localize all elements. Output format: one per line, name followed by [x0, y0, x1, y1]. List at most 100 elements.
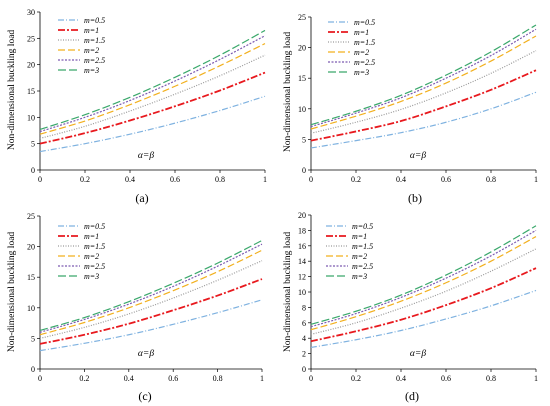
y-tick-label: 0: [302, 166, 306, 175]
series-line-m-2-5: [310, 229, 537, 328]
y-tick-label: 8: [302, 303, 306, 312]
panel-a: 0 5 10 15 20 25 30 0 0.2 0.4 0.6 0.8 1 Non-dimensiona…: [7, 8, 267, 184]
y-axis-label: Non-dimensional buckling load: [283, 232, 293, 353]
series-line-m-3: [310, 24, 537, 126]
y-tick-label: 18: [298, 226, 306, 235]
y-tick-label: 6: [302, 319, 306, 328]
series-line-m-2: [39, 43, 266, 135]
panel-c: 0 5 10 15 20 25 0 0.2 0.4 0.6 0.8 1 Non-dimensional …: [7, 212, 264, 383]
x-axis-label: α=β: [410, 151, 426, 161]
series-line-m-0-5: [310, 91, 537, 149]
series-line-m-1: [39, 278, 263, 345]
x-tick-label: 0.4: [124, 374, 134, 383]
panel-b: 0 5 10 15 20 25 0 0.2 0.4 0.6 0.8 1 Non-dimensional …: [283, 13, 538, 184]
x-tick-label: 0: [309, 175, 313, 184]
x-tick-label: 0.6: [170, 175, 180, 184]
legend-label: m=1.5: [352, 242, 373, 251]
x-tick-label: 0.2: [351, 175, 361, 184]
x-tick-label: 1: [263, 175, 267, 184]
y-tick-label: 4: [302, 334, 306, 343]
y-tick-label: 14: [298, 257, 306, 266]
y-tick-label: 0: [31, 365, 35, 374]
series-line-m-1: [310, 69, 537, 142]
x-axis-label: α=β: [410, 349, 426, 359]
legend-label: m=2: [84, 252, 99, 261]
x-tick-label: 0.2: [79, 374, 89, 383]
legend-label: m=1: [354, 28, 369, 37]
y-tick-label: 10: [27, 113, 35, 122]
y-tick-label: 25: [27, 212, 35, 221]
y-tick-label: 2: [302, 350, 306, 359]
x-tick-label: 0.8: [215, 175, 225, 184]
y-tick-label: 20: [27, 61, 35, 70]
y-tick-label: 0: [302, 365, 306, 374]
legend-label: m=2.5: [84, 262, 105, 271]
y-tick-label: 10: [298, 105, 306, 114]
series-line-m-3: [39, 29, 266, 131]
panel-d: 0 2 4 6 8 10 12 14 16 18 20 0 0.2 0.4 0.6 0.8 1 Non-dimen…: [283, 211, 538, 383]
legend-label: m=3: [84, 272, 99, 281]
y-axis-label: Non-dimensional buckling load: [7, 232, 17, 353]
series-line-m-1-5: [39, 54, 266, 139]
y-tick-label: 30: [27, 8, 35, 17]
y-tick-label: 5: [31, 140, 35, 149]
series-line-m-2: [310, 35, 537, 130]
legend-label: m=2: [84, 46, 99, 55]
y-tick-label: 15: [27, 87, 35, 96]
panel-label-b: (b): [408, 191, 422, 205]
y-tick-label: 0: [31, 166, 35, 175]
series-line-m-0-5: [39, 95, 266, 153]
x-tick-label: 0: [309, 374, 313, 383]
series-line-m-2-5: [310, 28, 537, 128]
legend-label: m=1.5: [84, 242, 105, 251]
series-line-m-3: [39, 239, 263, 332]
y-tick-label: 25: [298, 13, 306, 22]
legend-label: m=1.5: [354, 38, 375, 47]
x-tick-label: 0.4: [396, 374, 406, 383]
legend-label: m=1: [84, 232, 99, 241]
x-tick-label: 0: [38, 175, 42, 184]
series-line-m-1: [39, 71, 266, 145]
y-axis-label: Non-dimensional buckling load: [283, 32, 293, 153]
legend-label: m=2: [354, 48, 369, 57]
x-axis-label: α=β: [138, 151, 154, 161]
legend-label: m=2.5: [354, 58, 375, 67]
series-line-m-2-5: [39, 243, 263, 333]
legend-label: m=0.5: [84, 16, 105, 25]
series-line-m-2: [39, 249, 263, 336]
legend-label: m=1: [352, 232, 367, 241]
x-tick-label: 0.4: [125, 175, 135, 184]
series-line-m-1-5: [39, 260, 263, 339]
x-tick-label: 0.6: [441, 175, 451, 184]
series-line-m-1: [310, 267, 537, 343]
y-tick-label: 20: [298, 211, 306, 220]
series-line-m-3: [310, 225, 537, 325]
legend-label: m=2.5: [352, 262, 373, 271]
legend-label: m=2: [352, 252, 367, 261]
x-tick-label: 0.2: [80, 175, 90, 184]
y-tick-label: 12: [298, 273, 306, 282]
legend-label: m=2.5: [84, 56, 105, 65]
y-axis-label: Non-dimensional buckling load: [7, 30, 17, 151]
series-line-m-2-5: [39, 35, 266, 133]
x-tick-label: 0.2: [351, 374, 361, 383]
x-tick-label: 0.6: [168, 374, 178, 383]
x-tick-label: 0.8: [213, 374, 223, 383]
x-tick-label: 1: [260, 374, 264, 383]
series-line-m-1-5: [310, 248, 537, 335]
y-tick-label: 15: [27, 273, 35, 282]
x-axis-label: α=β: [138, 349, 154, 359]
legend-label: m=0.5: [352, 222, 373, 231]
x-tick-label: 0.6: [441, 374, 451, 383]
legend-label: m=3: [84, 66, 99, 75]
series-line-m-0-5: [310, 289, 537, 349]
x-tick-label: 0: [38, 374, 42, 383]
x-tick-label: 0.8: [486, 374, 496, 383]
y-tick-label: 25: [27, 34, 35, 43]
legend-label: m=0.5: [354, 18, 375, 27]
x-tick-label: 0.8: [486, 175, 496, 184]
legend-label: m=3: [354, 68, 369, 77]
y-tick-label: 15: [298, 74, 306, 83]
y-tick-label: 20: [27, 243, 35, 252]
legend-label: m=1: [84, 26, 99, 35]
